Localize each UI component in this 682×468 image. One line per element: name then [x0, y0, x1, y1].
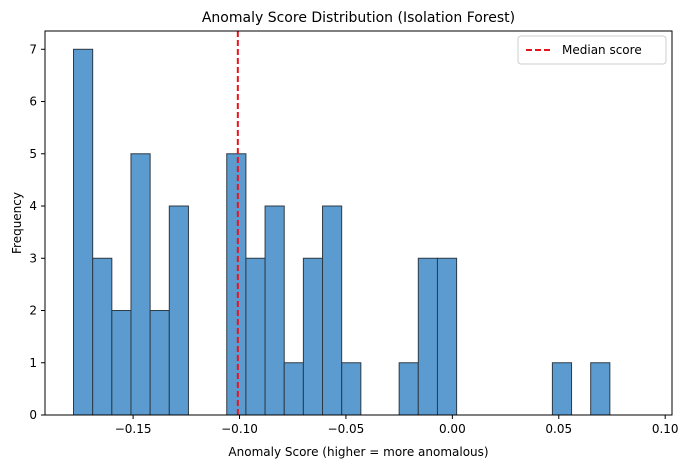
- histogram-bars: [73, 48, 611, 416]
- histogram-bar: [264, 205, 285, 416]
- y-axis-label: Frequency: [10, 192, 24, 254]
- histogram-bar: [436, 257, 458, 416]
- histogram-bar: [590, 362, 611, 416]
- histogram-bar: [111, 310, 132, 416]
- y-axis: 0 1 2 3 4 5 6 7: [29, 42, 45, 422]
- histogram-bar: [302, 257, 324, 416]
- x-axis: −0.15 −0.10 −0.05 0.00 0.05 0.10: [115, 415, 679, 436]
- x-tick-label: 0.00: [439, 422, 466, 436]
- histogram-bar: [130, 153, 151, 416]
- histogram-bar: [398, 362, 419, 416]
- histogram-bar: [341, 362, 362, 416]
- x-tick-label: 0.05: [545, 422, 572, 436]
- histogram-bar: [73, 48, 94, 416]
- y-tick-label: 7: [29, 42, 37, 56]
- histogram-bar: [226, 153, 247, 416]
- chart-title: Anomaly Score Distribution (Isolation Fo…: [202, 10, 515, 26]
- x-tick-label: −0.10: [221, 422, 258, 436]
- histogram-bar: [322, 205, 343, 416]
- x-tick-label: −0.15: [115, 422, 152, 436]
- y-tick-label: 2: [29, 304, 37, 318]
- legend: Median score: [517, 35, 667, 65]
- y-tick-label: 4: [29, 199, 37, 213]
- legend-box: [517, 35, 667, 65]
- x-axis-label: Anomaly Score (higher = more anomalous): [228, 445, 488, 459]
- histogram-bar: [168, 205, 189, 416]
- histogram-bar: [149, 310, 170, 416]
- x-tick-label: −0.05: [328, 422, 365, 436]
- plot-area-frame: [44, 30, 673, 416]
- histogram-bar: [92, 257, 113, 416]
- histogram-bar: [551, 362, 573, 416]
- legend-median-label: Median score: [562, 43, 642, 57]
- y-tick-label: 6: [29, 95, 37, 109]
- histogram-bar: [283, 362, 304, 416]
- histogram-bar: [417, 257, 438, 416]
- x-tick-label: 0.10: [652, 422, 679, 436]
- y-tick-label: 5: [29, 147, 37, 161]
- y-tick-label: 1: [29, 356, 37, 370]
- y-tick-label: 0: [29, 408, 37, 422]
- y-tick-label: 3: [29, 251, 37, 265]
- histogram-bar: [245, 257, 266, 416]
